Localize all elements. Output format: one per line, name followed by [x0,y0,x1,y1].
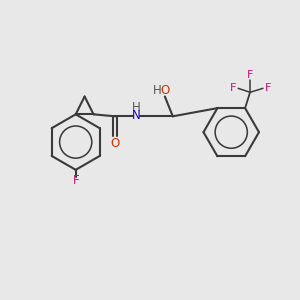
Text: H: H [132,101,140,114]
Text: F: F [265,83,271,93]
Text: H: H [153,84,161,97]
Text: O: O [160,84,170,97]
Text: F: F [72,174,79,187]
Text: O: O [111,136,120,150]
Text: F: F [230,83,236,93]
Text: F: F [247,70,253,80]
Text: N: N [132,109,140,122]
